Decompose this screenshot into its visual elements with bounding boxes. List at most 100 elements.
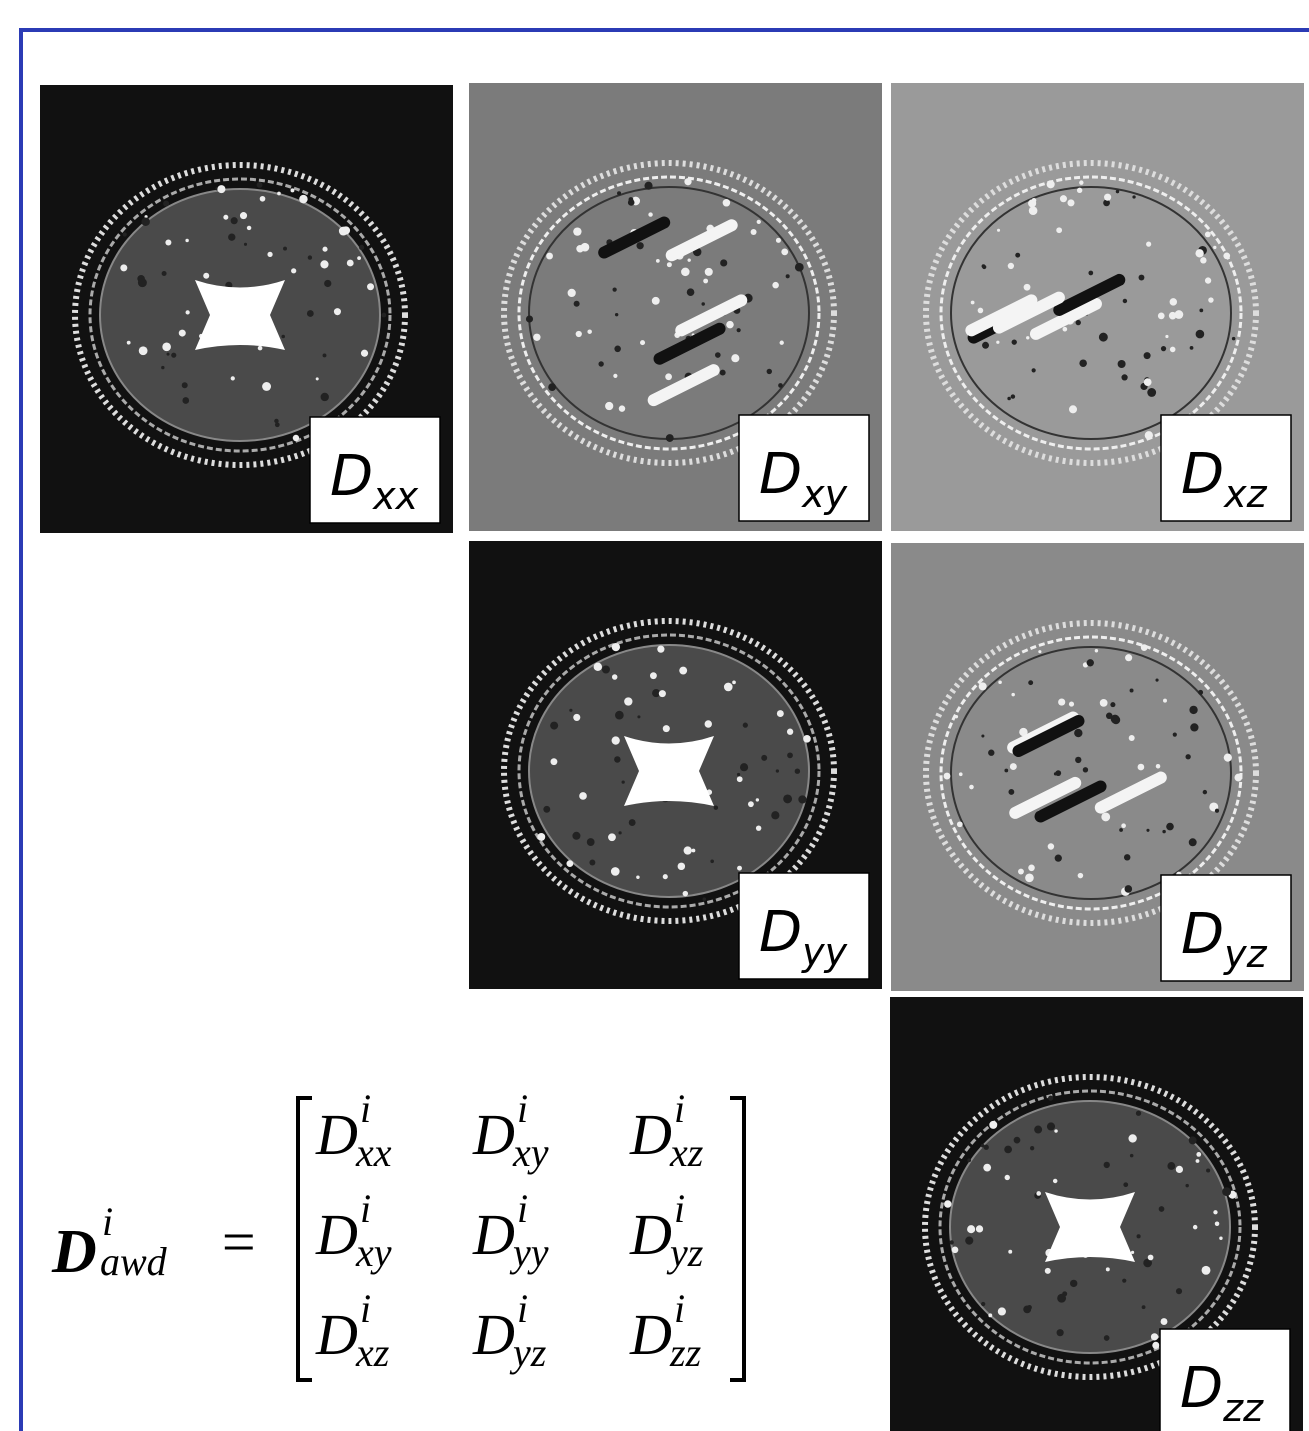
speckle [761,755,767,761]
speckle [1069,405,1077,413]
panel-label-symbol: D [1181,902,1224,967]
speckle [650,672,657,679]
speckle [1144,378,1152,386]
speckle [748,801,754,807]
speckle [1131,1251,1134,1254]
speckle [778,383,783,388]
speckle [629,819,636,826]
speckle [1111,715,1120,724]
speckle [743,723,748,728]
speckle [543,806,550,813]
speckle [138,278,147,287]
speckle [1067,199,1074,206]
speckle [1144,352,1151,359]
speckle [1023,1305,1031,1313]
speckle [1047,180,1055,188]
speckle [1146,242,1151,247]
speckle [982,264,986,268]
speckle [795,263,804,272]
matrix-superscript: i [517,1086,528,1131]
speckle [1152,1342,1159,1349]
speckle [1122,1279,1126,1283]
speckle [1104,1335,1110,1341]
matrix-subscript: yy [509,1230,549,1275]
matrix-subscript: xz [669,1130,704,1175]
speckle [291,268,296,273]
speckle [231,376,235,380]
speckle [776,238,781,243]
speckle [737,328,741,332]
speckle [602,665,610,673]
speckle [657,646,664,653]
speckle [1008,1250,1012,1254]
panel-label-symbol: D [1180,1356,1223,1421]
speckle [323,353,327,357]
speckle [640,340,645,345]
speckle [307,310,314,317]
speckle [795,769,800,774]
speckle [803,735,811,743]
speckle [1074,729,1082,737]
speckle [1138,764,1145,771]
speckle [594,663,602,671]
speckle [1222,1187,1231,1196]
speckle [998,1307,1006,1315]
speckle [955,715,958,718]
speckle [1104,194,1111,201]
panel: Dyz [891,543,1304,991]
speckle [691,849,695,853]
speckle [1223,253,1230,260]
speckle [944,773,951,780]
speckle [998,680,1002,684]
speckle [614,756,620,762]
speckle [171,353,176,358]
panel-label-subscript: xy [801,472,847,516]
speckle [608,833,616,841]
speckle [1075,757,1081,763]
speckle [613,374,617,378]
speckle [636,875,639,878]
speckle [587,838,595,846]
speckle [1202,1266,1211,1275]
speckle [546,253,553,260]
speckle [684,178,691,185]
speckle [720,370,726,376]
speckle [798,795,806,803]
speckle [683,891,688,896]
speckle [1196,1159,1200,1163]
speckle [988,750,994,756]
speckle [1054,1129,1057,1132]
speckle [1057,1294,1066,1303]
speckle [989,1121,997,1129]
speckle [667,262,672,267]
speckle [1116,190,1120,194]
matrix-superscript: i [517,1186,528,1231]
speckle [1176,1288,1182,1294]
speckle [139,346,148,355]
speckle [1215,809,1219,813]
matrix-subscript: yz [509,1330,547,1375]
speckle [1077,188,1082,193]
speckle [260,196,266,202]
speckle [162,271,167,276]
speckle [659,690,666,697]
speckle [1234,774,1242,782]
speckle [1148,1255,1154,1261]
speckle [1176,1166,1183,1173]
speckle [786,274,790,278]
speckle [1165,335,1168,338]
speckle [756,798,759,801]
speckle [737,773,740,776]
speckle [637,715,640,718]
formula-superscript: i [102,1199,113,1244]
panel-label-subscript: xz [1223,472,1267,516]
speckle [1014,1137,1021,1144]
speckle [324,280,331,287]
speckle [720,259,727,266]
speckle [756,825,761,830]
speckle [308,255,312,259]
panel: Dxy [469,83,882,531]
matrix-subscript: xz [355,1330,390,1375]
speckle [615,711,624,720]
speckle [981,1302,985,1306]
